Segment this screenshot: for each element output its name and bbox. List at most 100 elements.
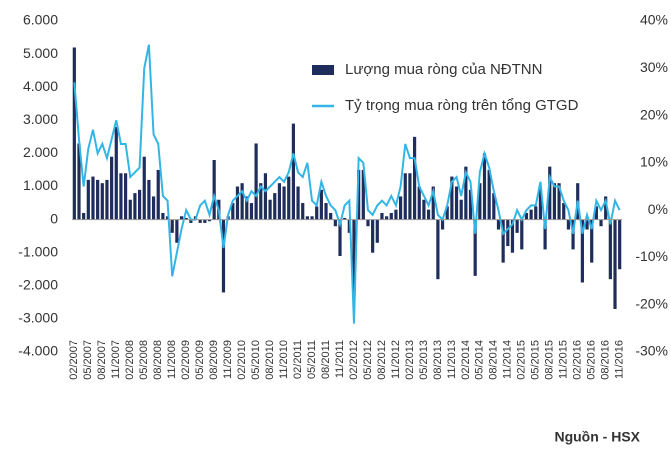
x-tick-label: 08/2014 (488, 340, 500, 380)
y-tick-label: 2.000 (23, 144, 58, 160)
x-tick-label: 08/2008 (152, 340, 164, 380)
bar (482, 153, 487, 220)
bar (151, 196, 156, 220)
x-tick-label: 11/2010 (278, 340, 290, 379)
bar (543, 219, 547, 250)
bar (287, 176, 291, 220)
bar (562, 203, 566, 220)
x-tick-label: 11/2016 (614, 340, 626, 379)
bar (506, 219, 510, 247)
bar (431, 186, 435, 220)
bar (310, 216, 314, 220)
bar (608, 219, 612, 280)
x-tick-label: 05/2010 (250, 340, 262, 380)
x-tick-label: 08/2015 (544, 340, 556, 380)
x-tick-label: 11/2013 (446, 340, 458, 379)
y-tick-label: 5.000 (23, 45, 58, 61)
bar (594, 206, 598, 220)
bar (77, 143, 81, 220)
bar (96, 179, 100, 220)
bar (305, 216, 309, 220)
bar (459, 199, 463, 220)
bar (417, 186, 421, 220)
bar (445, 206, 449, 220)
line (73, 44, 621, 324)
x-tick-label: 08/2007 (96, 340, 108, 380)
bar (91, 176, 95, 220)
x-tick-label: 08/2012 (376, 340, 388, 380)
y-tick-label: 0 (50, 210, 58, 226)
bar (147, 179, 151, 220)
bar (161, 212, 165, 220)
bar (585, 219, 589, 230)
bar (478, 183, 482, 220)
bar (389, 212, 393, 220)
bar (352, 219, 356, 296)
bar (179, 216, 184, 220)
bar (492, 193, 496, 220)
bar (399, 196, 403, 220)
bar (534, 206, 538, 220)
bar (371, 219, 375, 253)
bar (496, 219, 501, 230)
x-tick-label: 02/2007 (68, 340, 80, 380)
bar (254, 143, 258, 220)
y-tick-label: 6.000 (23, 12, 58, 28)
bar (613, 219, 617, 309)
y2-tick-label: -10% (635, 248, 668, 264)
y2-tick-label: 20% (640, 106, 668, 122)
y2-tick-label: 30% (640, 59, 668, 75)
x-tick-label: 05/2011 (306, 340, 318, 379)
bar (231, 203, 235, 220)
y-tick-label: 3.000 (23, 111, 58, 127)
bar (590, 219, 594, 263)
bar (524, 212, 529, 220)
x-tick-label: 05/2013 (418, 340, 430, 380)
y2-tick-label: 0% (648, 201, 668, 217)
bar (380, 212, 384, 220)
bar (468, 189, 473, 220)
bar (329, 212, 333, 220)
bar (366, 219, 370, 227)
x-tick-label: 11/2015 (558, 340, 570, 379)
legend-label: Tỷ trọng mua ròng trên tổng GTGD (345, 97, 579, 114)
bar (114, 126, 118, 220)
x-tick-label: 11/2014 (502, 340, 514, 379)
bar (599, 219, 603, 227)
bar (510, 219, 515, 253)
y-tick-label: -3.000 (18, 310, 58, 326)
x-tick-label: 02/2009 (180, 340, 192, 380)
bar (552, 183, 557, 220)
y-tick-label: -2.000 (18, 277, 58, 293)
x-tick-label: 05/2016 (586, 340, 598, 380)
x-tick-label: 11/2012 (390, 340, 402, 379)
bar (580, 219, 584, 283)
bar (165, 216, 170, 220)
bar (268, 199, 272, 220)
x-tick-label: 05/2012 (362, 340, 374, 380)
y-tick-label: -1.000 (18, 243, 58, 259)
bar (426, 209, 431, 220)
bar (110, 156, 114, 220)
bar (529, 209, 533, 220)
bar (207, 219, 212, 222)
bar (440, 219, 445, 230)
bar (291, 123, 295, 220)
x-tick-label: 11/2008 (166, 340, 178, 379)
bar (454, 186, 459, 220)
legend-label: Lượng mua ròng của NĐTNN (345, 61, 542, 78)
x-tick-label: 02/2013 (404, 340, 416, 380)
y-tick-label: 1.000 (23, 177, 58, 193)
bar (394, 209, 398, 220)
bar (296, 186, 300, 220)
x-tick-label: 02/2014 (460, 340, 472, 380)
x-tick-label: 08/2010 (264, 340, 276, 380)
bar (221, 219, 226, 293)
bar (520, 219, 524, 250)
bar (319, 189, 323, 220)
bar (263, 173, 268, 220)
bar (315, 206, 319, 220)
x-tick-label: 02/2016 (572, 340, 584, 380)
y2-tick-label: 10% (640, 154, 668, 170)
x-tick-label: 02/2010 (236, 340, 248, 380)
